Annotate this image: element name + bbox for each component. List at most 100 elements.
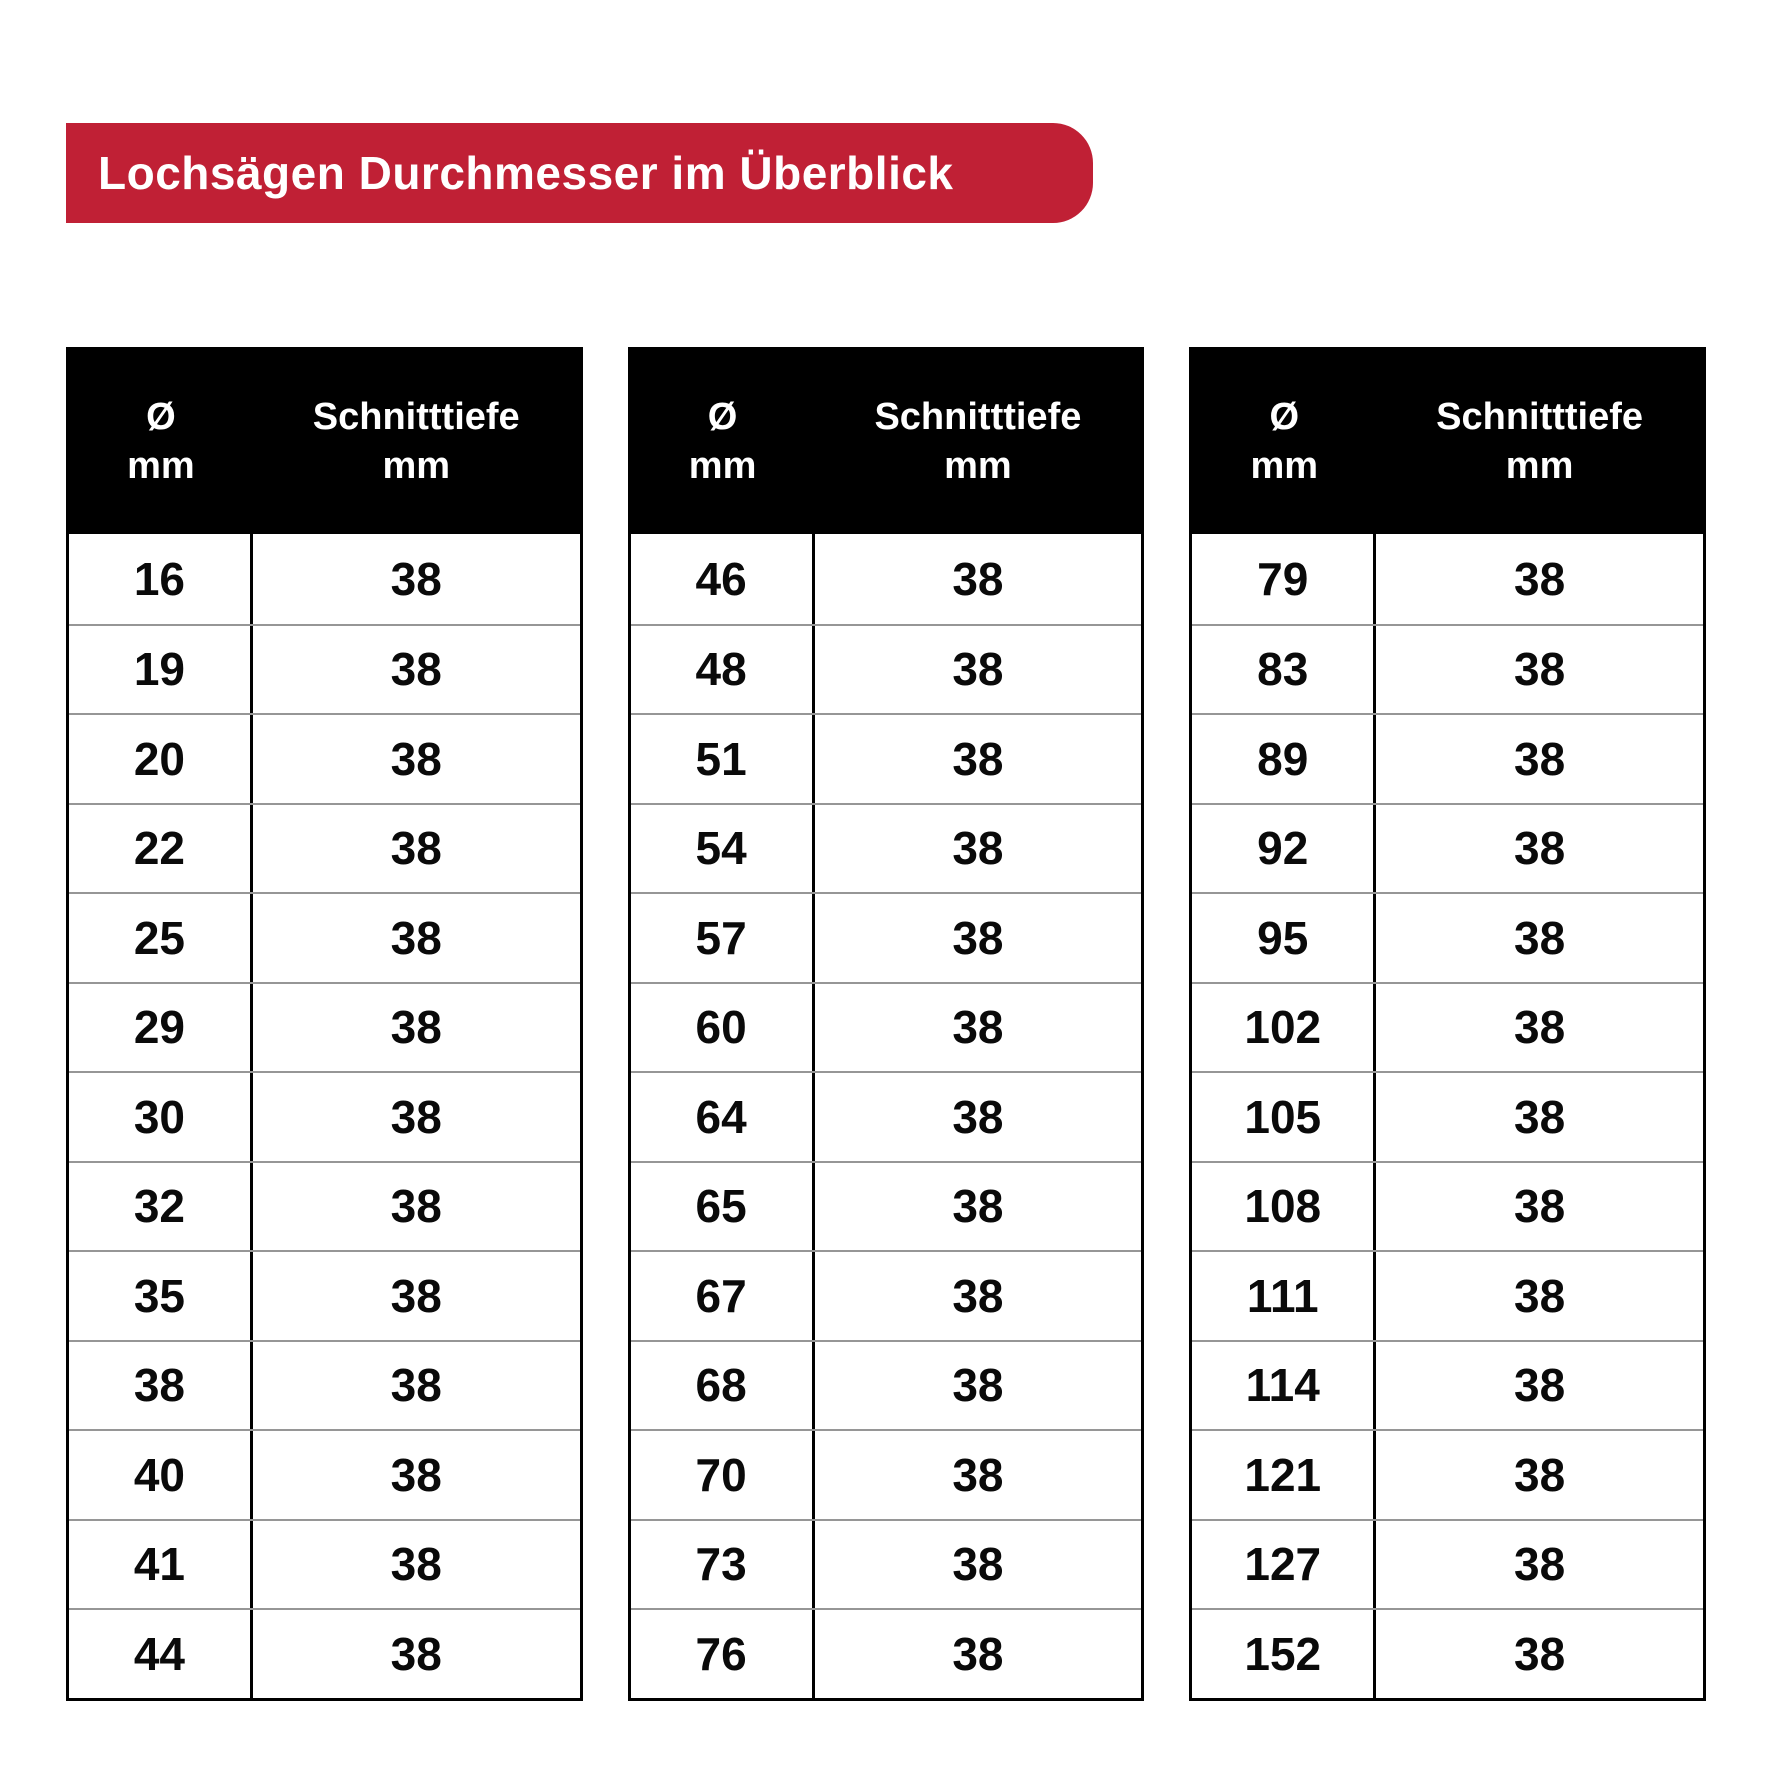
depth-cell: 38	[952, 643, 1004, 696]
diameter-cell: 35	[69, 1252, 253, 1340]
diameter-cell: 83	[1192, 625, 1377, 713]
diameter-symbol: Ø	[707, 395, 738, 438]
diameter-cell: 68	[631, 1341, 815, 1429]
depth-cell: 38	[1514, 1269, 1566, 1322]
diameter-cell: 22	[69, 804, 253, 892]
diameter-table-1: Ø mm Schnitttiefe mm 16 38 19 38 20 38 2…	[66, 347, 583, 1701]
depth-cell: 38	[952, 732, 1004, 785]
table-row: 60 38	[630, 981, 1142, 1071]
diameter-cell: 108	[1192, 1162, 1377, 1250]
diameter-cell: 65	[631, 1162, 815, 1250]
table-header: Ø mm Schnitttiefe mm	[1192, 350, 1704, 534]
depth-cell: 38	[952, 552, 1004, 605]
diameter-cell: 48	[631, 625, 815, 713]
table-row: 57 38	[630, 892, 1142, 982]
depth-cell: 38	[952, 1448, 1004, 1501]
depth-cell: 38	[952, 1627, 1004, 1680]
diameter-cell: 105	[1192, 1073, 1377, 1161]
depth-cell: 38	[952, 1180, 1004, 1233]
diameter-cell: 70	[631, 1431, 815, 1519]
table-row: 44 38	[69, 1608, 580, 1698]
diameter-table-2: Ø mm Schnitttiefe mm 46 38 48 38 51 38 5…	[627, 347, 1145, 1701]
depth-cell: 38	[1514, 1538, 1566, 1591]
diameter-cell: 19	[69, 625, 253, 713]
table-row: 76 38	[630, 1608, 1142, 1698]
table-row: 22 38	[69, 802, 580, 892]
diameter-cell: 102	[1192, 983, 1377, 1071]
depth-cell: 38	[1514, 911, 1566, 964]
depth-cell: 38	[1514, 1180, 1566, 1233]
depth-unit: mm	[944, 445, 1012, 487]
page-title: Lochsägen Durchmesser im Überblick	[98, 147, 954, 199]
table-row: 51 38	[630, 713, 1142, 803]
column-header-diameter: Ø mm	[1192, 393, 1376, 492]
diameter-cell: 20	[69, 715, 253, 803]
diameter-cell: 41	[69, 1520, 253, 1608]
depth-cell: 38	[390, 552, 442, 605]
column-header-depth: Schnitttiefe mm	[815, 393, 1142, 492]
table-body: 46 38 48 38 51 38 54 38 57 38 60 38 64 3…	[630, 534, 1142, 1698]
depth-cell: 38	[952, 1269, 1004, 1322]
depth-cell: 38	[952, 822, 1004, 875]
table-row: 25 38	[69, 892, 580, 982]
diameter-cell: 46	[631, 534, 815, 624]
column-header-depth: Schnitttiefe mm	[253, 393, 580, 492]
diameter-cell: 92	[1192, 804, 1377, 892]
table-row: 19 38	[69, 623, 580, 713]
table-row: 127 38	[1192, 1518, 1704, 1608]
table-row: 35 38	[69, 1250, 580, 1340]
depth-cell: 38	[390, 1448, 442, 1501]
table-row: 83 38	[1192, 623, 1704, 713]
table-row: 32 38	[69, 1160, 580, 1250]
depth-cell: 38	[390, 1538, 442, 1591]
depth-cell: 38	[390, 643, 442, 696]
diameter-cell: 25	[69, 894, 253, 982]
table-body: 16 38 19 38 20 38 22 38 25 38 29 38 30 3…	[69, 534, 580, 1698]
table-row: 89 38	[1192, 713, 1704, 803]
depth-cell: 38	[952, 1001, 1004, 1054]
diameter-cell: 67	[631, 1252, 815, 1340]
depth-cell: 38	[1514, 822, 1566, 875]
table-row: 46 38	[631, 534, 1142, 624]
diameter-cell: 73	[631, 1520, 815, 1608]
diameter-cell: 54	[631, 804, 815, 892]
table-header: Ø mm Schnitttiefe mm	[630, 350, 1142, 534]
diameter-cell: 127	[1192, 1520, 1377, 1608]
diameter-cell: 111	[1192, 1252, 1377, 1340]
diameter-cell: 51	[631, 715, 815, 803]
table-row: 30 38	[69, 1071, 580, 1161]
table-row: 40 38	[69, 1429, 580, 1519]
depth-cell: 38	[390, 822, 442, 875]
depth-cell: 38	[390, 1269, 442, 1322]
depth-cell: 38	[390, 1090, 442, 1143]
diameter-cell: 30	[69, 1073, 253, 1161]
depth-cell: 38	[390, 1627, 442, 1680]
depth-cell: 38	[1514, 1001, 1566, 1054]
diameter-unit: mm	[1250, 445, 1319, 487]
table-row: 54 38	[630, 802, 1142, 892]
diameter-unit: mm	[127, 445, 195, 487]
table-row: 111 38	[1192, 1250, 1704, 1340]
diameter-cell: 114	[1192, 1341, 1377, 1429]
diameter-cell: 76	[631, 1610, 815, 1698]
depth-cell: 38	[952, 1090, 1004, 1143]
table-row: 121 38	[1192, 1429, 1704, 1519]
depth-cell: 38	[390, 1001, 442, 1054]
column-header-depth: Schnitttiefe mm	[1376, 393, 1703, 492]
table-row: 65 38	[630, 1160, 1142, 1250]
table-row: 152 38	[1192, 1608, 1704, 1698]
diameter-cell: 38	[69, 1341, 253, 1429]
diameter-unit: mm	[688, 445, 757, 487]
table-row: 16 38	[69, 534, 580, 624]
depth-unit: mm	[382, 445, 451, 487]
table-row: 114 38	[1192, 1339, 1704, 1429]
diameter-cell: 60	[631, 983, 815, 1071]
depth-cell: 38	[952, 911, 1004, 964]
table-row: 73 38	[630, 1518, 1142, 1608]
diameter-cell: 32	[69, 1162, 253, 1250]
diameter-table-3: Ø mm Schnitttiefe mm 79 38 83 38 89 38 9…	[1189, 347, 1707, 1701]
diameter-cell: 79	[1192, 534, 1377, 624]
depth-cell: 38	[952, 1538, 1004, 1591]
depth-cell: 38	[1514, 732, 1566, 785]
depth-label: Schnitttiefe	[312, 395, 520, 438]
